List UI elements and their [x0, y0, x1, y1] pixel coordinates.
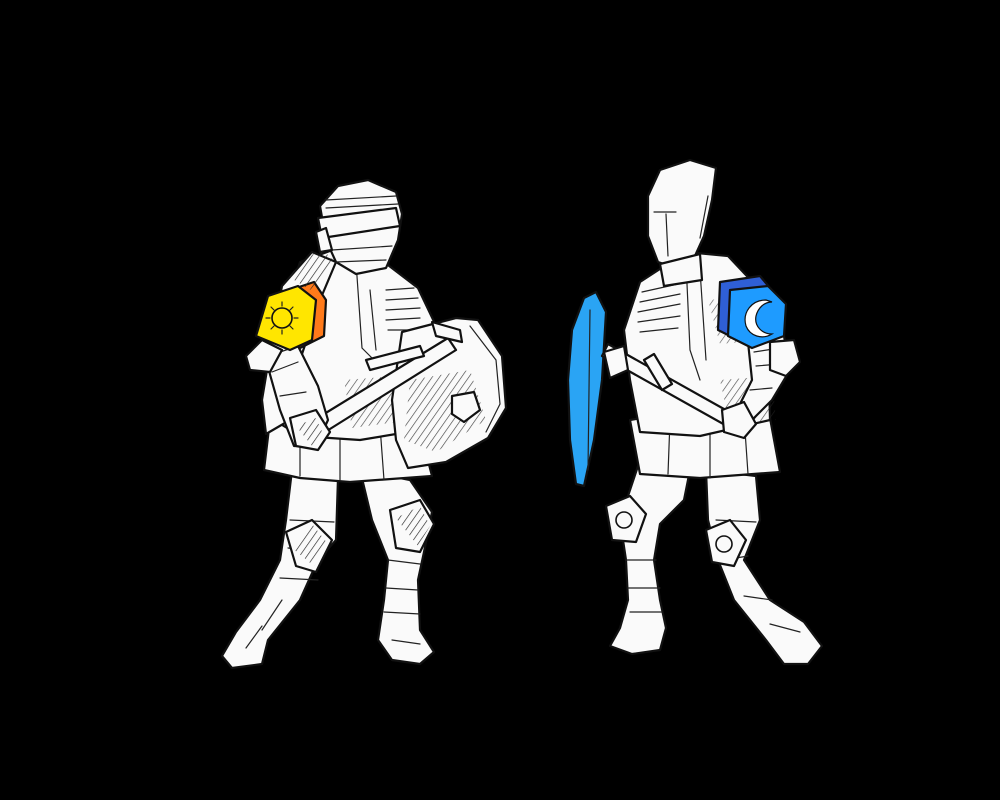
knight-right-helmet: [646, 158, 718, 288]
knight-left-shield-hand: [450, 390, 482, 424]
knight-right-moon-crest: [716, 274, 788, 350]
crescent-moon-icon: [744, 299, 775, 338]
knight-right-gauntlet: [720, 400, 758, 440]
knight-right-elbow-guard: [768, 338, 802, 378]
sun-icon: [265, 301, 299, 335]
knight-right-back-leg: [704, 468, 824, 666]
knight-left-back-leg: [220, 468, 340, 670]
knight-right-shield: [566, 290, 608, 488]
knight-left-helmet: [288, 178, 404, 290]
knight-left: [220, 178, 508, 670]
knight-left-sun-crest: [244, 280, 328, 374]
knight-right-shield-hand: [602, 344, 630, 380]
knight-right: [566, 158, 824, 666]
